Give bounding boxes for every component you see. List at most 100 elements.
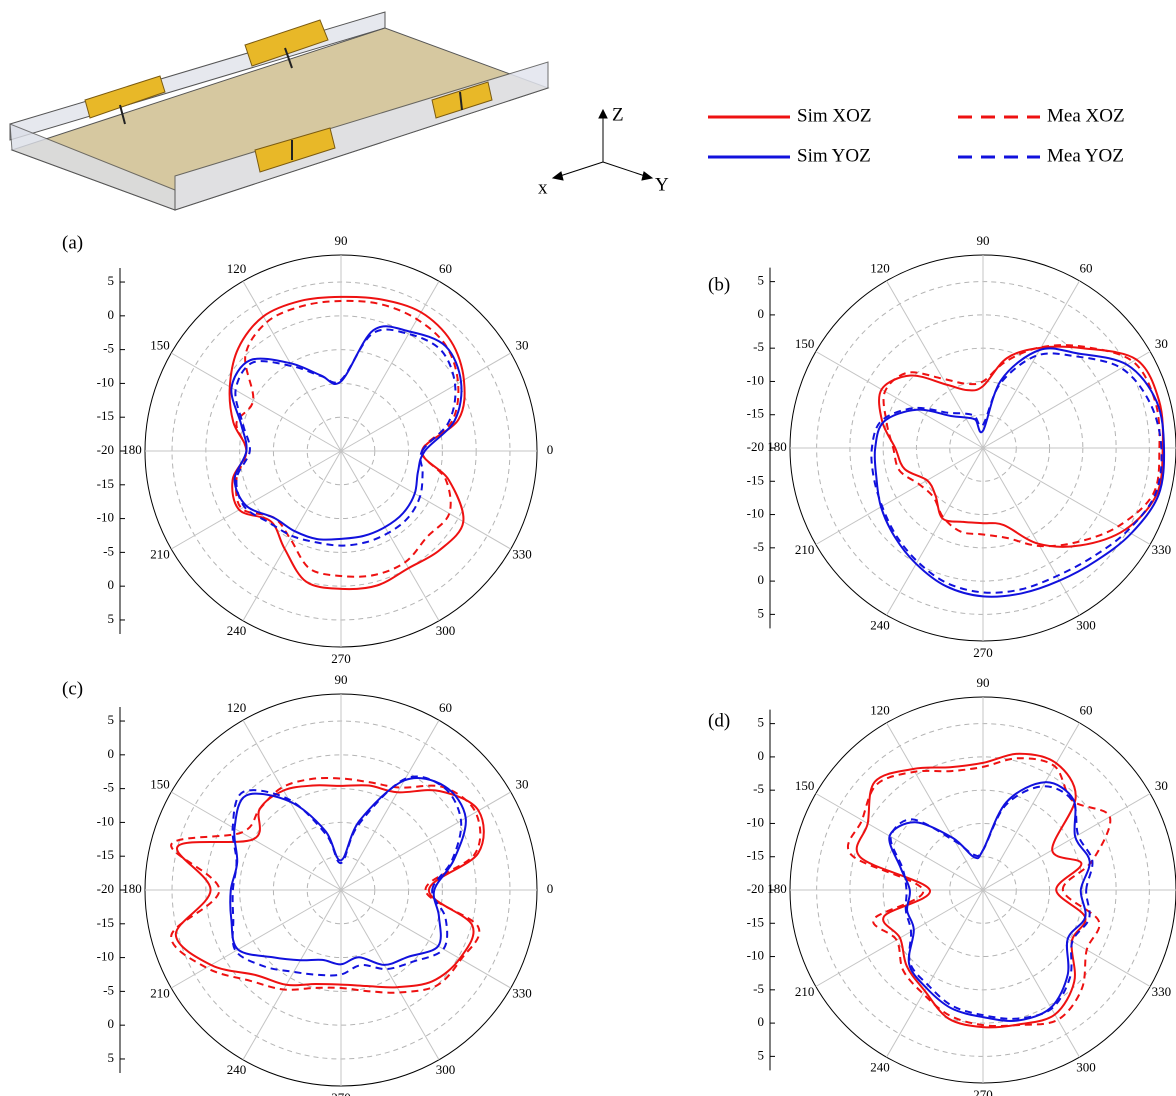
r-tick-label: 0 xyxy=(108,1016,115,1031)
r-tick-label: -15 xyxy=(97,915,114,930)
theta-tick-label: 120 xyxy=(870,261,890,276)
theta-tick-label: 90 xyxy=(977,675,990,690)
theta-tick-label: 330 xyxy=(512,985,532,1000)
grid-spoke xyxy=(341,281,439,451)
grid-spoke xyxy=(341,353,511,451)
polar-chart: 0306090120150180210240270300330-20-15-15… xyxy=(708,233,1176,660)
r-tick-label: 5 xyxy=(108,611,115,626)
r-tick-label: -5 xyxy=(103,780,114,795)
theta-tick-label: 210 xyxy=(795,542,815,557)
grid-spoke xyxy=(341,451,439,621)
pattern-curve xyxy=(231,326,461,539)
r-tick-label: 0 xyxy=(758,306,765,321)
legend-label: Mea XOZ xyxy=(1047,105,1125,126)
grid-spoke xyxy=(816,352,983,449)
pattern-curve xyxy=(235,330,455,546)
grid-spoke xyxy=(341,890,511,988)
pattern-curve xyxy=(884,345,1160,546)
theta-tick-label: 120 xyxy=(870,703,890,718)
theta-tick-label: 330 xyxy=(1152,984,1172,999)
pattern-curve xyxy=(230,297,465,589)
theta-tick-label: 300 xyxy=(1076,617,1096,632)
theta-tick-label: 60 xyxy=(1080,703,1093,718)
r-tick-label: 5 xyxy=(108,1050,115,1065)
legend: Sim XOZ Mea XOZ Sim YOZ Mea YOZ xyxy=(708,105,1125,166)
theta-tick-label: 330 xyxy=(512,546,532,561)
r-tick-label: -10 xyxy=(747,506,764,521)
r-tick-label: -10 xyxy=(747,814,764,829)
polar-chart: 0306090120150180210240270300330-20-15-15… xyxy=(62,672,553,1096)
pattern-curve xyxy=(891,786,1093,1019)
theta-tick-label: 270 xyxy=(973,645,993,660)
theta-tick-label: 150 xyxy=(795,336,815,351)
r-tick-label: -20 xyxy=(747,439,764,454)
r-tick-label: -15 xyxy=(747,472,764,487)
pattern-curve xyxy=(236,301,458,577)
r-tick-label: -20 xyxy=(97,881,114,896)
panel-label: (d) xyxy=(708,710,730,731)
grid-spoke xyxy=(983,723,1080,890)
r-tick-label: 5 xyxy=(108,712,115,727)
grid-spoke xyxy=(243,720,341,890)
theta-tick-label: 300 xyxy=(436,1062,456,1077)
r-tick-label: -5 xyxy=(753,981,764,996)
polar-chart: 0306090120150180210240270300330-20-15-15… xyxy=(708,675,1176,1096)
grid-spoke xyxy=(983,794,1150,891)
r-tick-label: -5 xyxy=(103,543,114,558)
grid-spoke xyxy=(983,281,1080,448)
theta-tick-label: 300 xyxy=(436,623,456,638)
r-tick-label: 0 xyxy=(108,307,115,322)
theta-tick-label: 240 xyxy=(870,617,890,632)
r-tick-label: 5 xyxy=(758,605,765,620)
r-tick-label: -10 xyxy=(97,813,114,828)
axis-label-x: x xyxy=(538,177,548,198)
theta-tick-label: 120 xyxy=(227,700,247,715)
theta-tick-label: 210 xyxy=(150,546,170,561)
theta-tick-label: 150 xyxy=(150,776,170,791)
grid-spoke xyxy=(243,281,341,451)
legend-label: Mea YOZ xyxy=(1047,145,1124,166)
grid-spoke xyxy=(341,792,511,890)
theta-tick-label: 0 xyxy=(547,881,554,896)
panel-label: (a) xyxy=(62,232,83,253)
coordinate-axes xyxy=(553,110,652,180)
theta-tick-label: 30 xyxy=(515,337,528,352)
theta-tick-label: 90 xyxy=(977,233,990,248)
theta-tick-label: 60 xyxy=(1080,261,1093,276)
grid-spoke xyxy=(983,890,1150,987)
grid-spoke xyxy=(341,720,439,890)
r-tick-label: -5 xyxy=(753,781,764,796)
grid-spoke xyxy=(171,890,341,988)
grid-spoke xyxy=(171,792,341,890)
theta-tick-label: 270 xyxy=(331,651,351,666)
grid-spoke xyxy=(341,890,439,1060)
r-tick-label: -10 xyxy=(747,372,764,387)
r-tick-label: 5 xyxy=(108,273,115,288)
pattern-curve xyxy=(879,347,1163,547)
figure: Z x Y Sim XOZ Mea XOZ Sim YOZ Mea YOZ 0 30 60… xyxy=(0,0,1176,1096)
r-tick-label: -20 xyxy=(97,442,114,457)
axis-label-y: Y xyxy=(655,174,669,195)
r-tick-label: -5 xyxy=(103,341,114,356)
grid-spoke xyxy=(887,890,984,1057)
r-tick-label: -15 xyxy=(747,914,764,929)
pattern-curve xyxy=(233,776,462,975)
grid-spoke xyxy=(887,281,984,448)
theta-tick-label: 30 xyxy=(515,776,528,791)
theta-tick-label: 150 xyxy=(150,337,170,352)
r-tick-label: -10 xyxy=(747,948,764,963)
legend-label: Sim XOZ xyxy=(797,105,871,126)
axis-label-z: Z xyxy=(612,104,624,125)
r-tick-label: -10 xyxy=(97,949,114,964)
theta-tick-label: 120 xyxy=(227,261,247,276)
panel-label: (c) xyxy=(62,678,83,699)
theta-tick-label: 240 xyxy=(870,1059,890,1074)
theta-tick-label: 150 xyxy=(795,778,815,793)
r-tick-label: -20 xyxy=(747,881,764,896)
theta-tick-label: 330 xyxy=(1152,542,1172,557)
theta-tick-label: 270 xyxy=(973,1087,993,1096)
grid-spoke xyxy=(171,451,341,549)
polar-chart: 0306090120150180210240270300330-20-15-15… xyxy=(62,232,553,666)
legend-label: Sim YOZ xyxy=(797,145,871,166)
r-tick-label: -15 xyxy=(97,847,114,862)
